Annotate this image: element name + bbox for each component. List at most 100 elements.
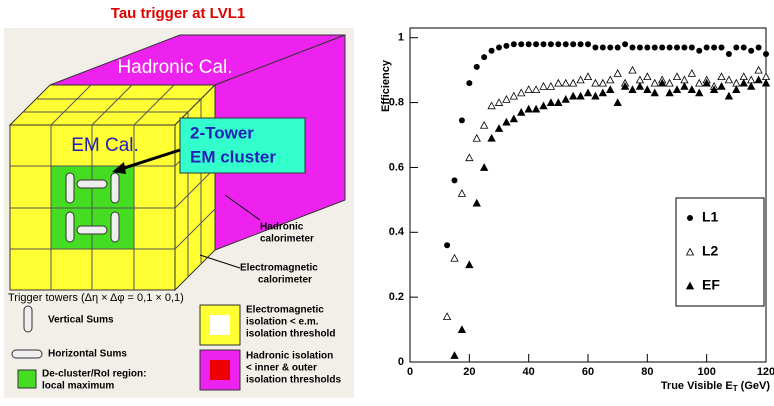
legend-icon (210, 315, 230, 335)
data-point (607, 44, 613, 50)
legend-text: isolation < e.m. (246, 317, 319, 328)
data-point (488, 102, 495, 109)
legend-text: Vertical Sums (48, 315, 114, 326)
x-axis-label: True Visible ET(GeV) (661, 380, 771, 393)
hadronic-label: Hadronic Cal. (117, 57, 232, 78)
legend-text: Hadronic isolation (246, 351, 333, 362)
legend-icon (12, 350, 42, 358)
data-point (756, 44, 762, 50)
data-point (592, 80, 599, 87)
data-point (496, 125, 503, 132)
x-tick-label: 60 (582, 366, 594, 378)
data-point (636, 83, 643, 90)
data-point (599, 89, 606, 96)
legend-label: L1 (702, 209, 719, 225)
data-point (740, 80, 747, 87)
data-point (555, 41, 561, 47)
data-point (733, 86, 740, 93)
data-point (585, 41, 591, 47)
data-point (615, 44, 621, 50)
legend-text: isolation thresholds (246, 375, 341, 386)
data-point (466, 154, 473, 161)
data-point (541, 41, 547, 47)
data-point (763, 73, 770, 80)
data-point (614, 99, 621, 106)
data-point (459, 117, 465, 123)
x-tick-label: 20 (463, 366, 475, 378)
data-point (458, 190, 465, 197)
data-point (630, 44, 636, 50)
data-point (725, 93, 732, 100)
data-point (578, 41, 584, 47)
data-point (526, 41, 532, 47)
data-point (525, 106, 532, 113)
data-point (600, 44, 606, 50)
x-axis-label-unit: (GeV) (741, 380, 771, 392)
data-point (636, 76, 643, 83)
x-tick-label: 0 (407, 366, 413, 378)
data-point (570, 41, 576, 47)
data-point (607, 86, 614, 93)
legend-text: isolation threshold (246, 329, 335, 340)
legend-label: EF (702, 277, 720, 293)
data-point (696, 48, 702, 54)
data-point (733, 44, 739, 50)
data-point (763, 51, 769, 57)
data-point (666, 89, 673, 96)
data-point (674, 73, 681, 80)
data-point (629, 67, 636, 74)
data-point (718, 73, 725, 80)
data-point (518, 41, 524, 47)
x-tick-label: 100 (697, 366, 715, 378)
legend-text: < inner & outer (246, 363, 317, 374)
trigger-diagram: Tau trigger at LVL1 Hadronic Cal. EM Cal… (4, 5, 354, 398)
data-point (511, 41, 517, 47)
data-point (748, 83, 755, 90)
data-point (719, 44, 725, 50)
data-point (614, 70, 621, 77)
data-point (718, 83, 725, 90)
data-point (525, 86, 532, 93)
data-point (726, 51, 732, 57)
data-point (503, 43, 509, 49)
legend-marker (687, 215, 693, 221)
data-point (533, 86, 540, 93)
data-point (563, 41, 569, 47)
data-point (592, 44, 598, 50)
legend-text: Electromagnetic (246, 305, 324, 316)
legend-icon (210, 360, 230, 380)
cluster-label: 2-Tower (190, 123, 254, 142)
data-point (696, 80, 703, 87)
data-point (510, 115, 517, 122)
cluster-label: EM cluster (190, 147, 276, 166)
data-point (547, 99, 554, 106)
data-point (644, 86, 651, 93)
data-point (452, 177, 458, 183)
data-point (599, 80, 606, 87)
legend-label: L2 (702, 243, 719, 259)
data-point (651, 80, 658, 87)
x-tick-label: 80 (641, 366, 653, 378)
data-point (755, 67, 762, 74)
y-tick-label: 0.4 (389, 226, 405, 238)
data-point (481, 164, 488, 171)
data-point (451, 255, 458, 261)
data-point (577, 76, 584, 83)
data-point (688, 70, 695, 77)
callout: Electromagnetic (240, 263, 318, 274)
y-tick-label: 0.6 (389, 161, 404, 173)
data-point (651, 89, 658, 96)
data-point (748, 48, 754, 54)
data-point (540, 102, 547, 109)
data-point (555, 80, 562, 87)
data-point (444, 313, 451, 320)
data-point (503, 96, 510, 103)
data-point (548, 41, 554, 47)
legend-text: Horizontal Sums (48, 349, 127, 360)
data-point (510, 93, 517, 100)
data-point (681, 76, 688, 83)
y-tick-label: 0 (398, 356, 404, 368)
x-axis-label-sub: T (733, 384, 738, 393)
data-point (585, 89, 592, 96)
x-tick-label: 40 (523, 366, 535, 378)
